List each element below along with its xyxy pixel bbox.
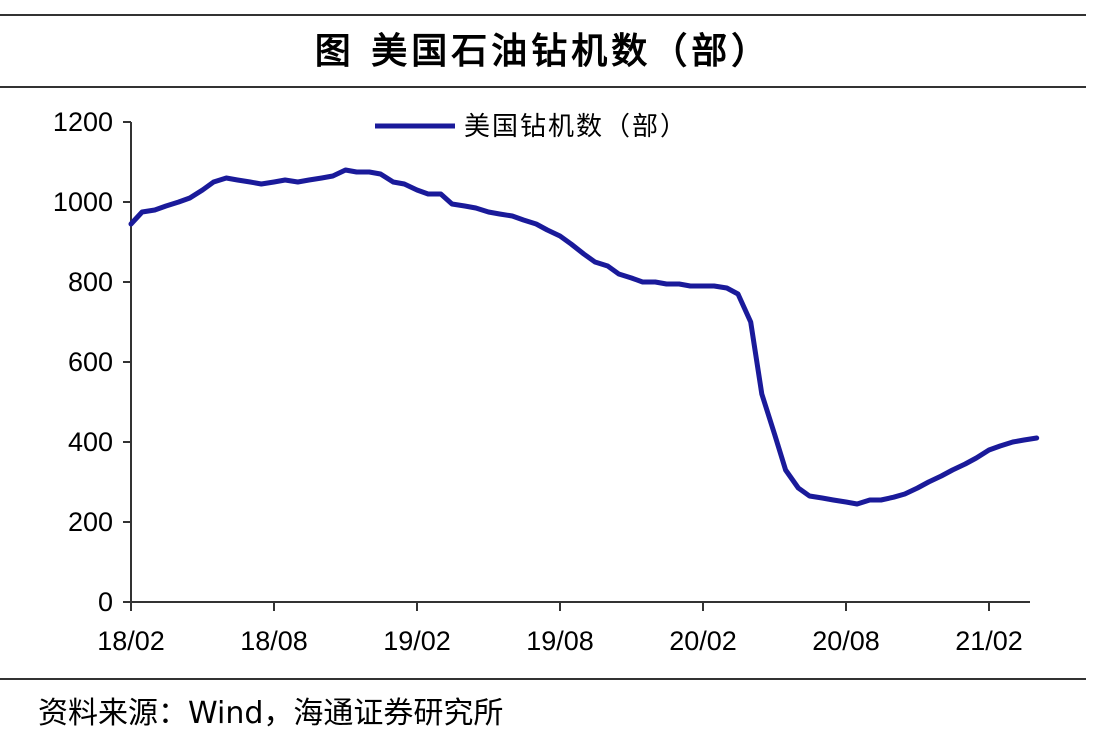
- source-note: 资料来源：Wind，海通证券研究所: [38, 696, 504, 731]
- x-tick-label: 19/02: [383, 626, 451, 656]
- chart-title: 图 美国石油钻机数（部）: [314, 31, 772, 72]
- x-tick-label: 19/08: [526, 626, 594, 656]
- y-tick-label: 1200: [53, 107, 113, 137]
- y-tick-label: 0: [98, 587, 113, 617]
- series-layer: [128, 167, 1040, 507]
- x-tick-label: 18/02: [97, 626, 165, 656]
- y-tick-label: 1000: [53, 187, 113, 217]
- x-tick-label: 18/08: [240, 626, 308, 656]
- x-axis: 18/02 18/08 19/02 19/08 20/02 20/08 21/02: [97, 601, 1030, 656]
- y-tick-label: 800: [68, 267, 113, 297]
- legend-label: 美国钻机数（部）: [464, 112, 688, 142]
- series-line: [128, 167, 1040, 507]
- title-rule: [0, 86, 1086, 88]
- y-tick-label: 400: [68, 427, 113, 457]
- y-tick-label: 200: [68, 507, 113, 537]
- legend: 美国钻机数（部）: [375, 112, 688, 142]
- x-tick-label: 20/08: [812, 626, 880, 656]
- bottom-rule: [0, 678, 1086, 680]
- x-tick-label: 21/02: [955, 626, 1023, 656]
- y-axis: 0 200 400 600 800 1000 1200: [53, 107, 132, 617]
- y-tick-label: 600: [68, 347, 113, 377]
- top-rule: [0, 14, 1086, 16]
- x-tick-label: 20/02: [669, 626, 737, 656]
